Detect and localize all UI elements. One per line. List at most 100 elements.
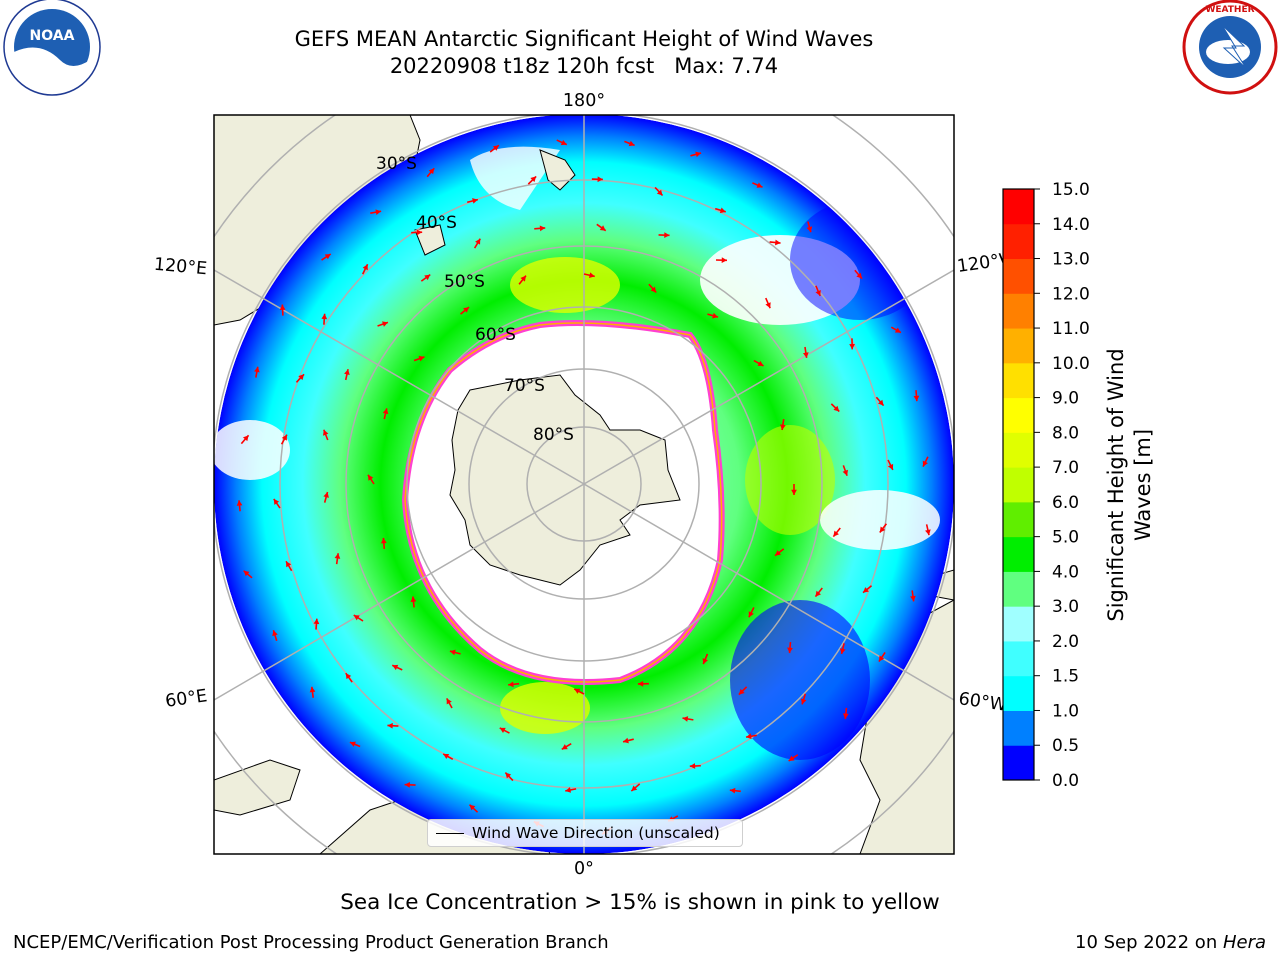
wave-direction-arrowhead [475,238,481,245]
lon-label-0: 0° [574,859,594,879]
wave-direction-arrowhead [637,680,644,687]
lat-label-60s: 60°S [475,325,516,345]
wave-direction-arrowhead [623,737,629,744]
wave-direction-arrowhead [712,312,719,319]
svg-text:WEATHER: WEATHER [1205,5,1254,15]
legend-label: Wind Wave Direction (unscaled) [472,824,720,842]
wave-direction-arrowhead [765,302,771,309]
wave-direction-arrowhead [382,321,388,327]
footer-host: Hera [1222,932,1266,953]
wave-direction-arrowhead [286,561,292,568]
wave-direction-arrowhead [719,207,726,214]
colorbar-tick-label: 8.0 [1052,423,1079,443]
wave-direction-arrowhead [362,264,368,271]
wave-direction-arrowhead [323,429,329,436]
wave-direction-arrowhead [913,395,920,402]
legend: Wind Wave Direction (unscaled) [427,819,743,847]
footer-date-text: 10 Sep 2022 on [1075,932,1223,953]
wave-direction-arrowhead [599,225,606,231]
caption: Sea Ice Concentration > 15% is shown in … [340,890,940,915]
lat-label-30s: 30°S [376,154,417,174]
wave-direction-arrowhead [849,344,855,350]
wave-direction-arrowhead [520,275,526,282]
graticule [214,115,954,854]
colorbar-bin [1003,501,1034,538]
colorbar-tick-label: 12.0 [1052,284,1090,304]
lat-label-50s: 50°S [444,272,485,292]
wave-direction-arrowhead [695,151,702,158]
colorbar-tick-label: 2.0 [1052,632,1079,652]
wave-direction-arrowhead [863,587,869,593]
colorbar-tick-label: 13.0 [1052,250,1090,270]
wave-direction-arrowhead [922,460,928,467]
wave-direction-arrowhead [878,655,885,662]
colorbar-tick-label: 9.0 [1052,389,1079,409]
lat-label-40s: 40°S [416,213,457,233]
wave-direction-arrowhead [682,716,689,722]
wave-direction-arrowhead [560,139,567,146]
wave-direction-arrowhead [561,744,568,750]
wave-direction-arrowhead [656,189,663,196]
colorbar-tick-label: 0.0 [1052,771,1079,791]
wave-direction-arrowhead [272,630,278,637]
wave-direction-arrowhead [492,145,499,151]
wave-direction-arrowhead [334,553,341,559]
wave-direction-arrowhead [721,257,727,264]
colorbar-tick-label: 6.0 [1052,493,1079,513]
wave-direction-arrowhead [775,550,781,556]
wave-direction-arrowhead [800,698,807,705]
wave-direction-arrowhead [469,804,476,811]
wave-direction-arrowhead [839,648,846,654]
wave-direction-arrowhead [842,469,849,476]
colorbar-ticks: 0.0 0.5 1.0 1.5 2.0 3.0 4.0 5.0 6.0 7.0 8.0 9.0 10.0… [1034,180,1090,791]
wave-direction-arrowhead [628,140,635,147]
map-area: 30°S 40°S 50°S 60°S 70°S 80°S [214,115,954,854]
wave-direction-arrowhead [689,763,696,769]
colorbar-bin [1003,258,1034,294]
wave-direction-arrowhead [894,327,901,333]
wave-direction-arrowhead [236,500,243,506]
wave-direction-arrowhead [877,399,884,406]
wave-direction-arrowhead [254,366,260,373]
wind-wave-direction-arrows [236,139,931,835]
colorbar-bin [1003,189,1034,225]
wave-direction-arrowhead [279,304,286,311]
wave-direction-arrowhead [281,434,287,441]
colorbar-label-line1: Significant Height of Wind [1104,348,1128,621]
wave-direction-arrowhead [788,755,795,762]
wave-direction-arrowhead [791,489,797,495]
lon-label-180: 180° [563,91,605,111]
wave-direction-arrowhead [243,570,250,577]
wave-direction-arrowhead [344,369,350,375]
colorbar-bin [1003,432,1034,468]
lat-label-80s: 80°S [533,425,574,445]
lon-label-60e: 60°E [164,686,208,712]
colorbar-bin [1003,745,1034,781]
wave-direction-arrowhead [833,405,840,412]
colorbar-bin [1003,328,1034,364]
colorbar-bin [1003,710,1034,746]
colorbar-tick-label: 10.0 [1052,354,1090,374]
colorbar-tick-label: 5.0 [1052,528,1079,548]
colorbar-tick-label: 1.5 [1052,667,1079,687]
nws-logo: WEATHER [1182,0,1278,95]
wave-direction-arrowhead [416,229,423,236]
colorbar [1003,189,1034,781]
wave-direction-arrowhead [418,355,425,362]
wave-direction-arrowhead [446,698,452,705]
wave-direction-arrowhead [382,408,389,415]
wave-direction-arrowhead [323,491,329,498]
footer-credit: NCEP/EMC/Verification Post Processing Pr… [13,932,609,953]
wave-direction-arrowhead [380,537,387,544]
wave-direction-arrowhead [815,590,821,597]
noaa-logo: NOAA [3,0,101,96]
wave-direction-arrowhead [313,618,320,625]
colorbar-bin [1003,293,1034,329]
wave-direction-arrowhead [242,435,249,442]
colorbar-tick-label: 3.0 [1052,597,1079,617]
wave-direction-arrowhead [404,781,410,788]
chart-title: GEFS MEAN Antarctic Significant Height o… [294,27,874,51]
colorbar-bin [1003,606,1034,642]
wave-direction-arrowhead [748,611,754,618]
lat-label-70s: 70°S [504,376,545,396]
